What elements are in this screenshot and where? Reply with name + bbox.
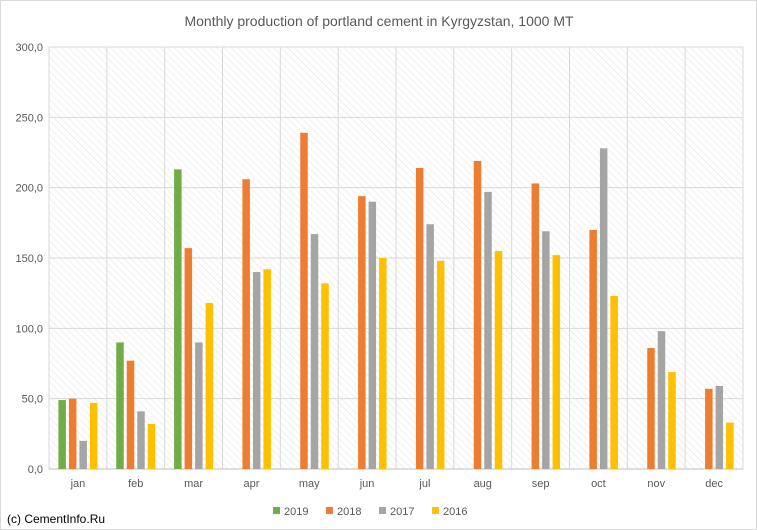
gridlines [48, 46, 744, 470]
legend-label: 2017 [390, 506, 414, 518]
legend-swatch-2018 [326, 507, 333, 514]
bar-2018-jun [358, 196, 366, 469]
legend-swatch-2016 [432, 507, 439, 514]
bar-2017-feb [137, 411, 145, 469]
x-tick-label: aug [474, 478, 492, 490]
legend-swatch-2019 [273, 507, 280, 514]
bar-2016-jan [89, 402, 98, 469]
bar-2017-may [310, 234, 319, 469]
bar-2017-sep [542, 231, 550, 469]
bar-2017-aug [484, 191, 492, 470]
bar-2017-jan [79, 440, 87, 469]
y-axis-ticks: 0,0 50,0 100,0 150,0 200,0 250,0 300,0 [15, 42, 43, 476]
x-tick-label: jul [418, 478, 430, 490]
bar-2018-oct [589, 229, 597, 469]
bar-2017-jul [426, 224, 434, 469]
bar-2016-dec [726, 422, 734, 469]
bar-2018-may [300, 132, 308, 469]
bar-2018-aug [473, 160, 482, 469]
x-axis-ticks: jan feb mar apr may jun jul aug sep oct nov dec [70, 478, 724, 490]
x-tick-label: jan [70, 478, 86, 490]
legend-swatch-2017 [379, 507, 386, 514]
source-credit: (c) CementInfo.Ru [7, 512, 105, 526]
bar-2018-jul [415, 167, 424, 469]
bar-2016-may [321, 283, 329, 469]
legend-label: 2019 [284, 506, 308, 518]
bar-2018-mar [184, 248, 193, 469]
y-tick-label: 0,0 [28, 464, 43, 476]
bar-2017-apr [252, 272, 261, 469]
y-tick-label: 200,0 [15, 183, 43, 195]
bar-2016-oct [610, 295, 618, 469]
bar-2017-jun [368, 201, 377, 469]
bar-2016-sep [552, 255, 561, 469]
bar-2017-nov [657, 331, 666, 469]
x-tick-label: feb [128, 478, 143, 490]
x-tick-label: apr [243, 478, 259, 490]
bar-2016-mar [205, 303, 214, 469]
x-tick-label: mar [184, 478, 203, 490]
legend: 2019 2018 2017 2016 [273, 506, 467, 518]
bar-2017-dec [715, 386, 724, 469]
bar-2019-jan [58, 400, 66, 469]
bar-2016-feb [147, 423, 156, 469]
x-tick-label: sep [532, 478, 550, 490]
bar-2018-feb [126, 360, 135, 469]
chart-title: Monthly production of portland cement in… [184, 13, 574, 29]
bar-2017-oct [599, 148, 608, 469]
bar-2019-mar [174, 169, 182, 469]
y-tick-label: 50,0 [22, 394, 43, 406]
bar-2018-nov [647, 348, 655, 469]
bar-2016-nov [668, 371, 676, 469]
bar-2019-feb [116, 342, 124, 469]
legend-label: 2016 [443, 506, 467, 518]
bar-2016-aug [494, 250, 503, 469]
y-tick-label: 100,0 [15, 323, 43, 335]
x-tick-label: oct [591, 478, 606, 490]
bar-2018-apr [242, 179, 250, 469]
y-tick-label: 150,0 [15, 253, 43, 265]
x-tick-label: jun [359, 478, 375, 490]
x-tick-label: may [299, 478, 320, 490]
y-tick-label: 300,0 [15, 42, 43, 54]
y-tick-label: 250,0 [15, 112, 43, 124]
bar-2018-jan [68, 398, 77, 469]
x-tick-label: dec [705, 478, 723, 490]
bar-2018-sep [531, 183, 540, 470]
bar-2016-apr [263, 269, 271, 469]
x-tick-label: nov [647, 478, 665, 490]
legend-label: 2018 [337, 506, 361, 518]
bars [58, 132, 734, 470]
bar-2017-mar [195, 342, 203, 469]
bar-2018-dec [705, 388, 713, 469]
bar-2016-jul [436, 260, 445, 469]
bar-2016-jun [379, 258, 387, 469]
